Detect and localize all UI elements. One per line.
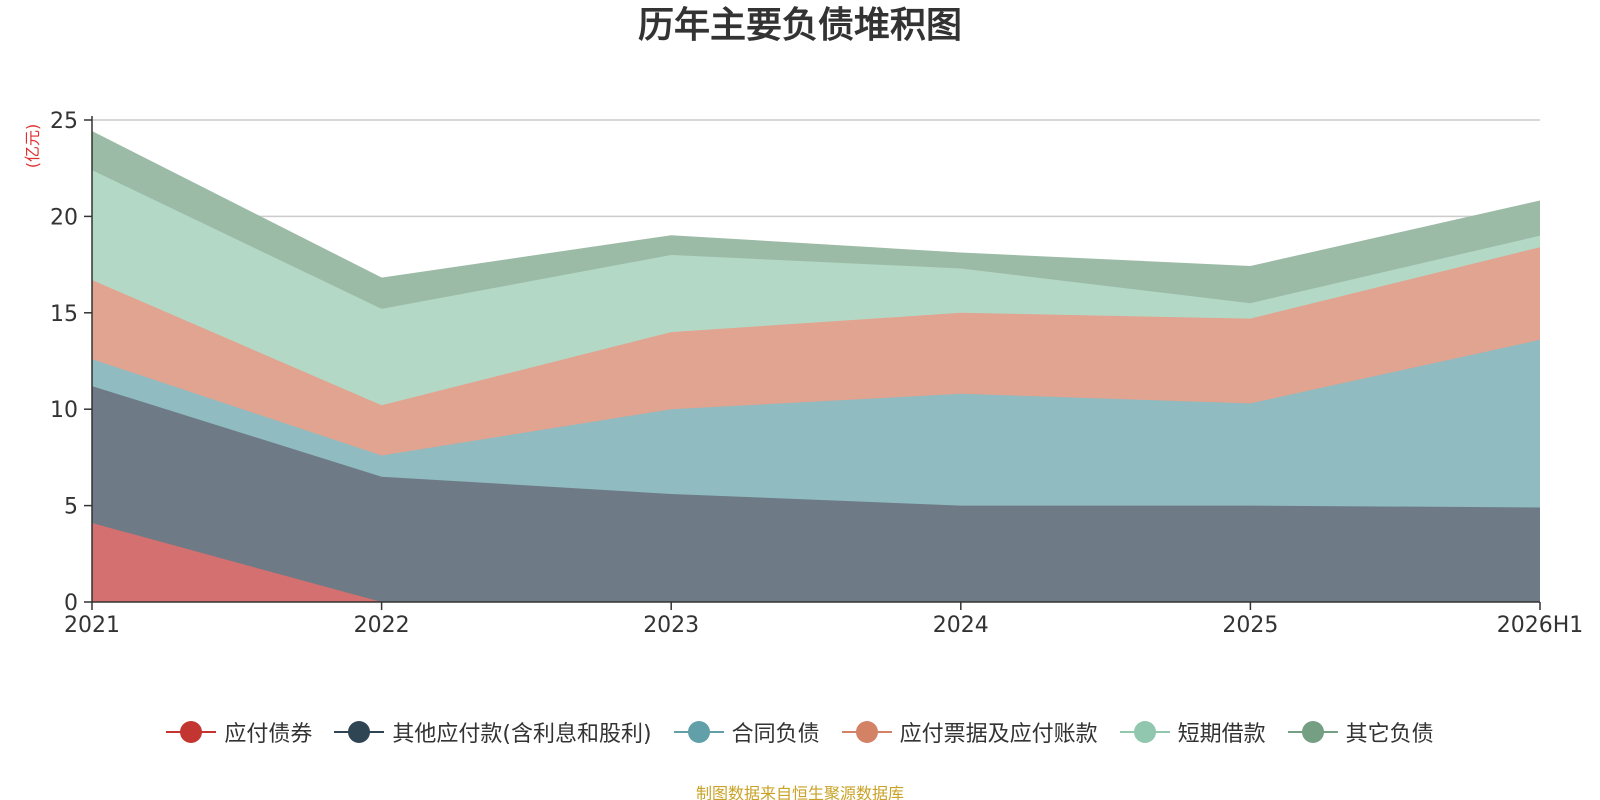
legend-label: 其它负债 [1345, 722, 1434, 747]
x-tick-label: 2023 [643, 613, 699, 638]
area-edge-5 [91, 131, 1541, 279]
legend-item[interactable]: 其他应付款(含利息和股利) [334, 716, 652, 748]
area-series-5 [92, 131, 1540, 309]
legend-item[interactable]: 短期借款 [1119, 716, 1266, 748]
x-tick-label: 2022 [354, 613, 410, 638]
legend-item[interactable]: 应付票据及应付账款 [841, 716, 1098, 748]
x-tick-label: 2026H1 [1497, 613, 1584, 638]
y-axis-label: (亿元) [23, 124, 42, 169]
legend-label: 应付债券 [224, 722, 313, 747]
legend-label: 合同负债 [731, 722, 820, 747]
area-series-0 [92, 523, 1540, 602]
legend-marker-icon [1287, 719, 1338, 745]
legend: 应付债券 其他应付款(含利息和股利) 合同负债 应付票据及应付账款 短期借款 其它负债 [0, 716, 1600, 748]
legend-label: 短期借款 [1177, 722, 1266, 747]
y-tick-label: 25 [50, 109, 78, 134]
y-tick-label: 20 [50, 205, 78, 230]
legend-marker-icon [166, 719, 217, 745]
legend-item[interactable]: 应付债券 [166, 716, 312, 748]
chart-title: 历年主要负债堆积图 [637, 5, 962, 46]
legend-label: 其他应付款(含利息和股利) [392, 722, 652, 747]
y-tick-label: 0 [64, 591, 78, 616]
area-series-1 [92, 386, 1540, 602]
area-series-3 [92, 247, 1540, 456]
legend-marker-icon [1119, 719, 1170, 745]
area-series-2 [92, 339, 1540, 508]
legend-marker-icon [334, 719, 385, 745]
y-tick-label: 15 [50, 302, 78, 327]
area-series-4 [92, 170, 1540, 406]
y-tick-label: 5 [64, 495, 78, 520]
x-tick-label: 2025 [1222, 613, 1278, 638]
y-tick-label: 10 [50, 398, 78, 423]
legend-label: 应付票据及应付账款 [899, 722, 1098, 747]
legend-item[interactable]: 其它负债 [1287, 716, 1434, 748]
legend-item[interactable]: 合同负债 [673, 716, 820, 748]
source-note: 制图数据来自恒生聚源数据库 [695, 784, 904, 800]
legend-marker-icon [841, 719, 892, 745]
x-tick-label: 2021 [64, 613, 120, 638]
legend-marker-icon [673, 719, 724, 745]
x-tick-label: 2024 [933, 613, 989, 638]
